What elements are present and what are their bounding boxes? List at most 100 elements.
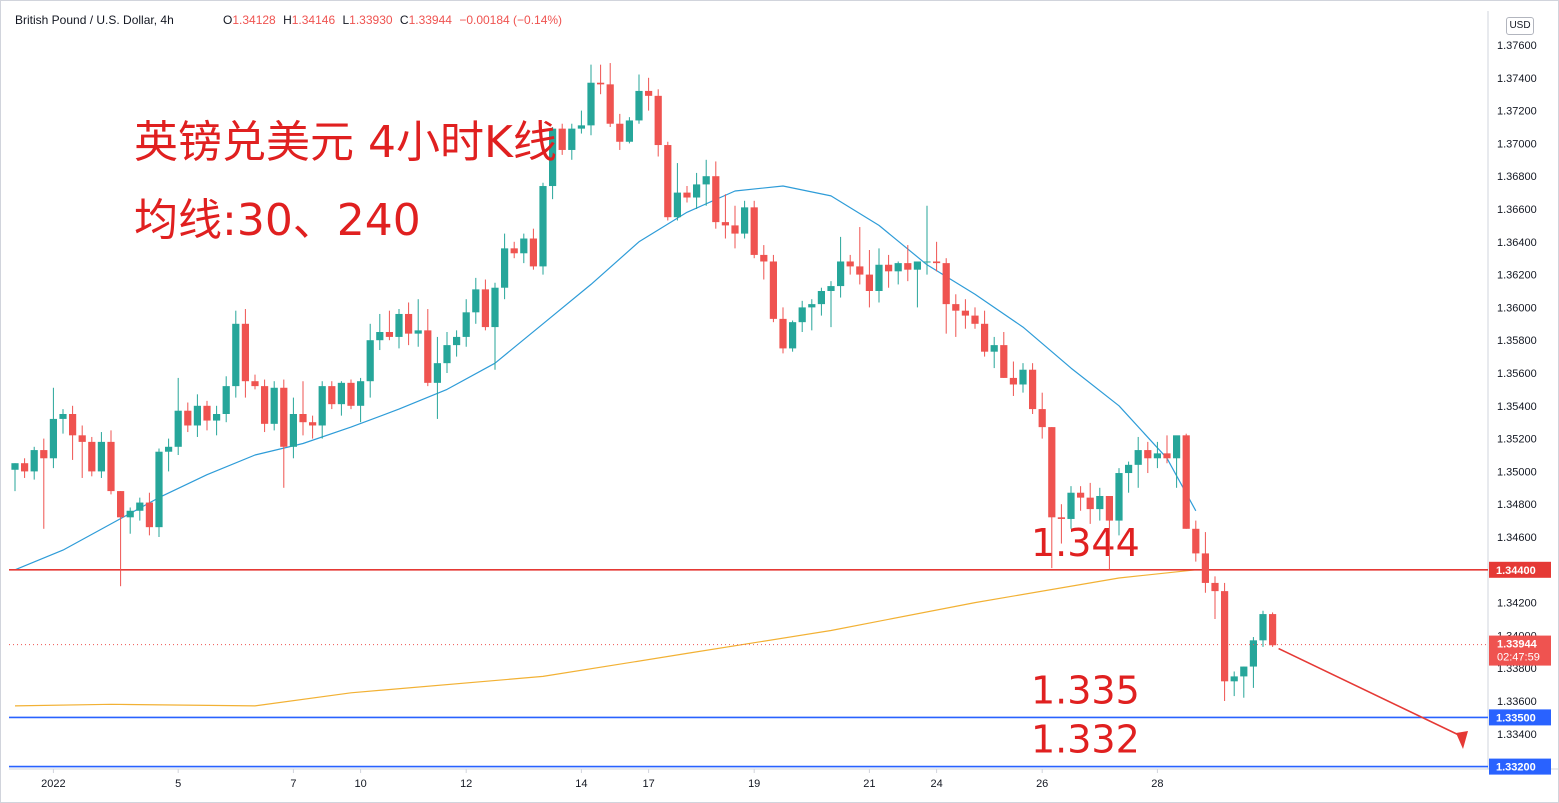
candle-body	[981, 323, 989, 352]
candle-body	[318, 386, 326, 426]
price-tick-label: 1.34800	[1497, 499, 1537, 511]
last-price-tag	[1489, 635, 1551, 666]
candle-body	[270, 387, 278, 424]
candle-body	[1230, 676, 1238, 682]
candle-body	[933, 261, 941, 264]
bar-countdown-label: 02:47:59	[1497, 652, 1540, 664]
level-price-label: 1.33200	[1496, 762, 1536, 774]
price-tick-label: 1.36600	[1497, 204, 1537, 216]
candle-body	[625, 120, 633, 142]
candle-body	[1105, 496, 1113, 521]
candle-body	[69, 414, 77, 436]
price-tick-label: 1.37000	[1497, 138, 1537, 150]
candle-body	[1221, 591, 1229, 682]
candle-body	[347, 382, 355, 406]
candle-body	[1038, 409, 1046, 428]
candle-body	[769, 261, 777, 319]
candle-body	[1173, 435, 1181, 459]
candle-body	[1077, 492, 1085, 498]
candle-body	[731, 225, 739, 234]
low-value: 1.33930	[349, 13, 393, 27]
candle-body	[155, 451, 163, 528]
candle-body	[1019, 369, 1027, 385]
time-tick-label: 19	[748, 778, 760, 790]
candle-body	[549, 128, 557, 187]
candle-body	[798, 307, 806, 323]
price-tick-label: 1.34600	[1497, 532, 1537, 544]
time-tick-label: 10	[354, 778, 366, 790]
candle-body	[1067, 492, 1075, 519]
price-tick-label: 1.33600	[1497, 696, 1537, 708]
price-tick-label: 1.37600	[1497, 40, 1537, 52]
candle-body	[520, 238, 528, 254]
candle-body	[40, 450, 48, 459]
candle-body	[635, 90, 643, 121]
time-tick-label: 2022	[41, 778, 65, 790]
candle-body	[587, 82, 595, 126]
candle-body	[1211, 582, 1219, 592]
level-price-label: 1.33500	[1496, 712, 1536, 724]
candle-body	[673, 192, 681, 218]
currency-button[interactable]: USD	[1506, 17, 1534, 35]
price-tick-label: 1.35600	[1497, 368, 1537, 380]
candle-body	[261, 386, 269, 424]
candle-body	[990, 345, 998, 352]
candle-body	[21, 463, 29, 472]
candle-body	[597, 82, 605, 85]
ma30-line	[14, 185, 1197, 571]
low-key: L	[342, 13, 350, 27]
candle-body	[846, 261, 854, 267]
level-price-tag	[1489, 709, 1551, 726]
time-tick-label: 24	[930, 778, 942, 790]
candle-body	[856, 266, 864, 275]
open-value: 1.34128	[232, 13, 276, 27]
annotation-title: 英镑兑美元 4小时K线	[134, 117, 557, 168]
candle-body	[913, 261, 921, 270]
level-annotation: 1.344	[1031, 521, 1140, 565]
candle-body	[741, 207, 749, 234]
candle-body	[817, 291, 825, 305]
candle-body	[789, 322, 797, 349]
candle-body	[213, 414, 221, 421]
candle-body	[1057, 517, 1065, 519]
candle-body	[961, 310, 969, 316]
forecast-arrow-shaft	[1278, 647, 1464, 738]
candle-body	[827, 286, 835, 291]
candle-body	[107, 441, 115, 492]
candle-body	[30, 450, 38, 472]
level-price-tag	[1489, 758, 1551, 775]
candle-body	[1192, 528, 1200, 554]
candle-body	[165, 446, 173, 452]
price-tick-label: 1.35000	[1497, 466, 1537, 478]
candle-body	[1086, 497, 1094, 510]
candle-body	[222, 386, 230, 414]
candle-body	[1000, 345, 1008, 378]
candle-body	[462, 312, 470, 337]
candle-body	[885, 264, 893, 272]
candle-body	[654, 95, 662, 146]
price-tick-label: 1.36000	[1497, 302, 1537, 314]
price-tick-label: 1.34200	[1497, 598, 1537, 610]
candle-body	[11, 463, 19, 470]
price-tick-label: 1.37200	[1497, 106, 1537, 118]
candle-body	[184, 410, 192, 426]
candle-body	[97, 441, 105, 472]
time-tick-label: 28	[1151, 778, 1163, 790]
price-tick-label: 1.37400	[1497, 73, 1537, 85]
candle-body	[357, 381, 365, 406]
candle-body	[568, 128, 576, 150]
candle-body	[414, 330, 422, 334]
candle-body	[337, 382, 345, 405]
level-price-tag	[1489, 561, 1551, 578]
candle-body	[59, 414, 67, 419]
candle-body	[971, 315, 979, 324]
symbol-title[interactable]: British Pound / U.S. Dollar, 4h	[15, 13, 174, 27]
candle-body	[1144, 450, 1152, 459]
candle-body	[385, 332, 393, 337]
candle-body	[241, 323, 249, 382]
price-tick-label: 1.36800	[1497, 171, 1537, 183]
level-annotation: 1.332	[1031, 718, 1140, 762]
candle-body	[539, 186, 547, 267]
candle-body	[472, 289, 480, 313]
